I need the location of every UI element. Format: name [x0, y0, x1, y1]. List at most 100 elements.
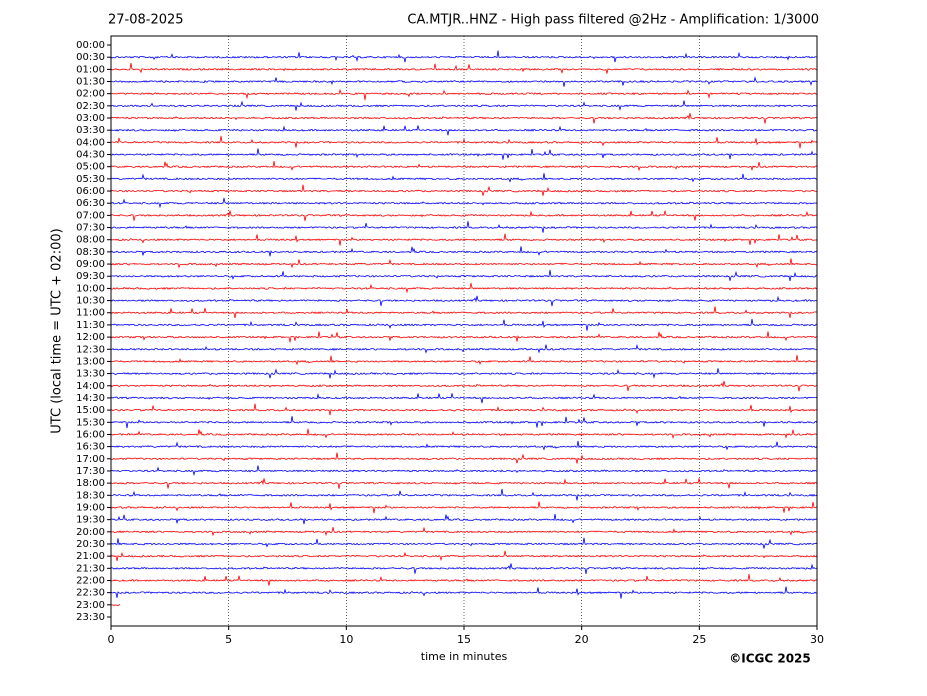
- y-tick-label: 04:00: [76, 137, 105, 148]
- y-tick-label: 18:00: [76, 478, 105, 489]
- y-tick-label: 07:00: [76, 210, 105, 221]
- y-tick-label: 16:30: [76, 442, 105, 453]
- trace: [110, 318, 817, 331]
- trace: [110, 603, 121, 607]
- trace: [110, 465, 818, 477]
- trace: [110, 295, 818, 307]
- trace: [110, 184, 818, 196]
- y-tick-label: 22:30: [76, 588, 105, 599]
- y-tick-label: 16:00: [76, 429, 105, 440]
- trace: [110, 76, 817, 87]
- y-tick-label: 22:00: [76, 575, 105, 586]
- y-tick-label: 17:00: [76, 454, 105, 465]
- trace: [110, 393, 818, 404]
- trace: [110, 197, 818, 209]
- y-tick-label: 17:30: [76, 466, 105, 477]
- trace: [110, 550, 818, 562]
- y-tick-label: 21:00: [76, 551, 105, 562]
- trace: [110, 380, 818, 392]
- chart-title: CA.MTJR..HNZ - High pass filtered @2Hz -…: [407, 13, 819, 28]
- trace: [110, 452, 818, 464]
- y-tick-label: 23:00: [76, 600, 105, 611]
- y-tick-label: 08:00: [76, 235, 105, 246]
- y-tick-label: 01:30: [76, 77, 105, 88]
- trace: [110, 269, 818, 282]
- y-axis-label: UTC (local time = UTC + 02:00): [50, 228, 65, 433]
- y-tick-label: 19:30: [76, 515, 105, 526]
- y-tick-label: 03:30: [76, 125, 105, 136]
- y-tick-label: 23:30: [76, 612, 105, 623]
- y-tick-label: 15:00: [76, 405, 105, 416]
- trace: [110, 125, 818, 136]
- y-tick-label: 11:30: [76, 320, 105, 331]
- trace: [110, 440, 818, 451]
- y-tick-label: 10:30: [76, 296, 105, 307]
- trace: [110, 488, 818, 501]
- y-tick-label: 09:30: [76, 271, 105, 282]
- trace: [110, 283, 818, 294]
- x-tick-label: 20: [575, 633, 589, 646]
- trace: [110, 88, 818, 101]
- x-tick-label: 10: [339, 633, 353, 646]
- y-tick-label: 14:30: [76, 393, 105, 404]
- trace: [110, 246, 818, 257]
- y-tick-label: 10:00: [76, 283, 105, 294]
- y-tick-label: 20:00: [76, 527, 105, 538]
- plot-frame: [110, 35, 818, 627]
- y-tick-label: 03:00: [76, 113, 105, 124]
- trace: [110, 563, 818, 574]
- y-tick-label: 12:00: [76, 332, 105, 343]
- trace: [110, 100, 818, 111]
- y-tick-label: 04:30: [76, 150, 105, 161]
- trace: [110, 478, 818, 489]
- y-tick-label: 13:00: [76, 356, 105, 367]
- y-tick-label: 19:00: [76, 502, 105, 513]
- date: 27-08-2025: [108, 13, 184, 28]
- y-tick-label: 21:30: [76, 563, 105, 574]
- trace: [110, 50, 818, 63]
- y-tick-label: 07:30: [76, 223, 105, 234]
- y-tick-label: 14:00: [76, 381, 105, 392]
- trace: [110, 428, 818, 440]
- y-tick-label: 08:30: [76, 247, 105, 258]
- y-tick-label: 05:30: [76, 174, 105, 185]
- trace: [110, 416, 818, 429]
- trace: [110, 173, 818, 183]
- copyright: ©ICGC 2025: [729, 652, 811, 666]
- trace: [110, 526, 818, 537]
- y-tick-label: 13:30: [76, 369, 105, 380]
- y-tick-label: 09:00: [76, 259, 105, 270]
- trace: [110, 233, 818, 246]
- x-tick-label: 15: [457, 633, 471, 646]
- trace: [110, 258, 818, 269]
- x-tick-label: 30: [810, 633, 824, 646]
- y-tick-label: 15:30: [76, 417, 105, 428]
- trace: [110, 537, 818, 549]
- y-tick-label: 00:00: [76, 40, 105, 51]
- trace: [110, 501, 818, 514]
- y-tick-label: 11:00: [76, 308, 105, 319]
- y-tick-label: 00:30: [76, 52, 105, 63]
- trace: [110, 586, 818, 599]
- y-tick-label: 01:00: [76, 64, 105, 75]
- trace: [110, 368, 818, 379]
- y-tick-label: 02:30: [76, 101, 105, 112]
- trace: [110, 161, 818, 172]
- trace: [110, 331, 818, 343]
- y-tick-label: 12:30: [76, 344, 105, 355]
- trace: [110, 403, 818, 416]
- trace: [110, 148, 818, 160]
- y-tick-label: 06:30: [76, 198, 105, 209]
- y-tick-label: 20:30: [76, 539, 105, 550]
- trace: [110, 306, 818, 318]
- trace: [110, 343, 818, 354]
- y-tick-label: 06:00: [76, 186, 105, 197]
- y-tick-label: 05:00: [76, 162, 105, 173]
- trace: [110, 135, 818, 149]
- trace: [110, 113, 818, 124]
- x-tick-label: 0: [108, 633, 115, 646]
- y-tick-label: 02:00: [76, 89, 105, 100]
- trace: [110, 221, 818, 233]
- x-axis-label: time in minutes: [421, 650, 508, 663]
